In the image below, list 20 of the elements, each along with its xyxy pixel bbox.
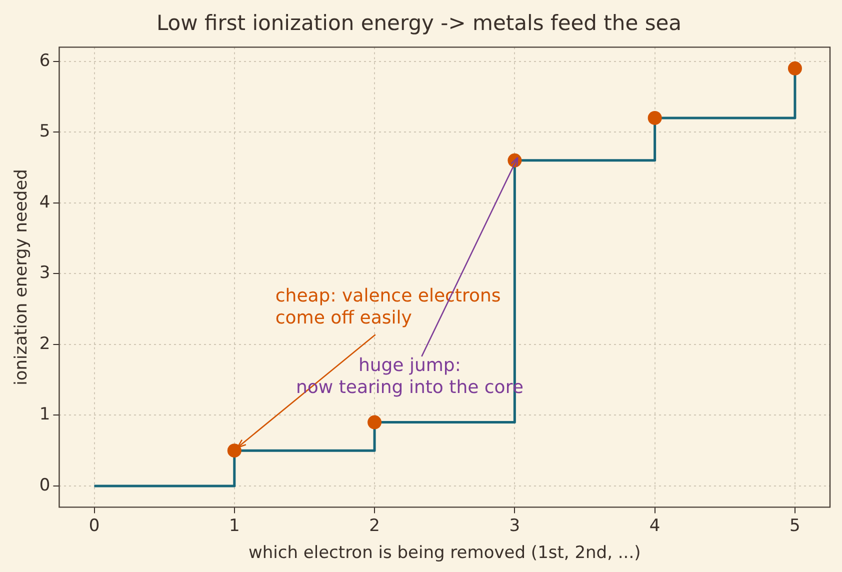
chart-title: Low first ionization energy -> metals feed the sea [156,11,682,36]
x-tick-label: 4 [649,516,660,536]
y-tick-label: 4 [39,192,50,212]
x-tick-label: 3 [509,516,520,536]
y-axis-title: ionization energy needed [12,169,32,386]
x-tick-label: 1 [228,516,240,536]
x-axis-title: which electron is being removed (1st, 2nd, ...) [248,543,641,564]
y-tick-label: 0 [39,475,50,496]
point [368,415,382,430]
y-tick-label: 3 [39,263,50,284]
x-tick-label: 0 [88,516,100,536]
y-tick-label: 6 [39,50,50,71]
x-tick-label: 5 [790,516,800,536]
y-tick-label: 2 [39,334,50,354]
point [648,110,662,125]
y-tick-label: 5 [39,122,50,142]
x-tick-label: 2 [369,516,380,536]
point [788,61,802,76]
point [227,444,242,458]
y-tick-label: 1 [39,404,50,425]
